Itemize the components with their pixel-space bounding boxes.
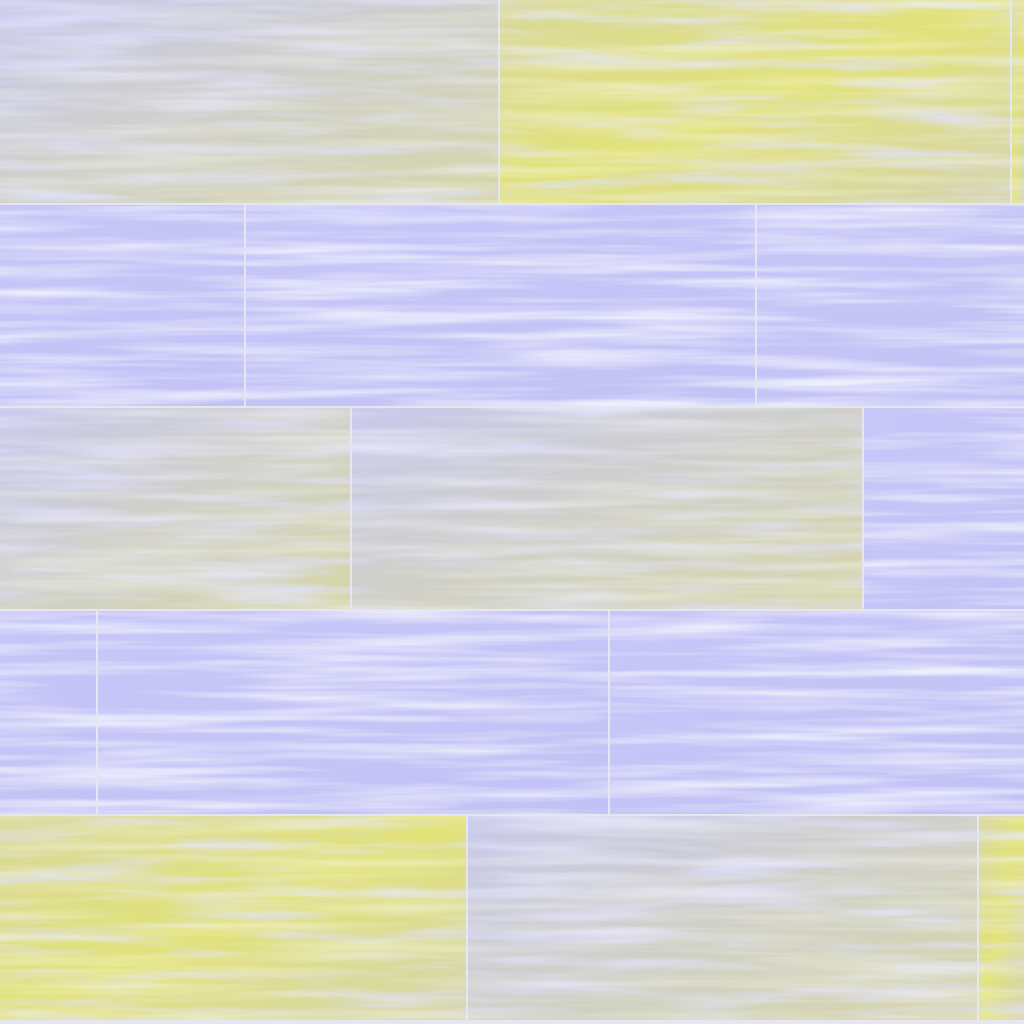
- tile-highlight: [864, 408, 1024, 609]
- tile-highlight: [352, 408, 862, 609]
- tile-highlight: [0, 408, 350, 609]
- tile-highlight: [0, 205, 244, 406]
- tile-highlight: [610, 611, 1024, 814]
- tile-highlight: [98, 611, 608, 814]
- tile-highlight: [979, 816, 1024, 1020]
- tile-highlight: [757, 205, 1024, 406]
- tile-highlight: [0, 611, 96, 814]
- tile-highlight: [246, 205, 755, 406]
- tile-highlight: [1012, 0, 1024, 203]
- tile-highlight: [0, 816, 466, 1020]
- tile-highlight: [0, 0, 498, 203]
- tile-highlight: [500, 0, 1010, 203]
- tile-highlight: [468, 816, 977, 1020]
